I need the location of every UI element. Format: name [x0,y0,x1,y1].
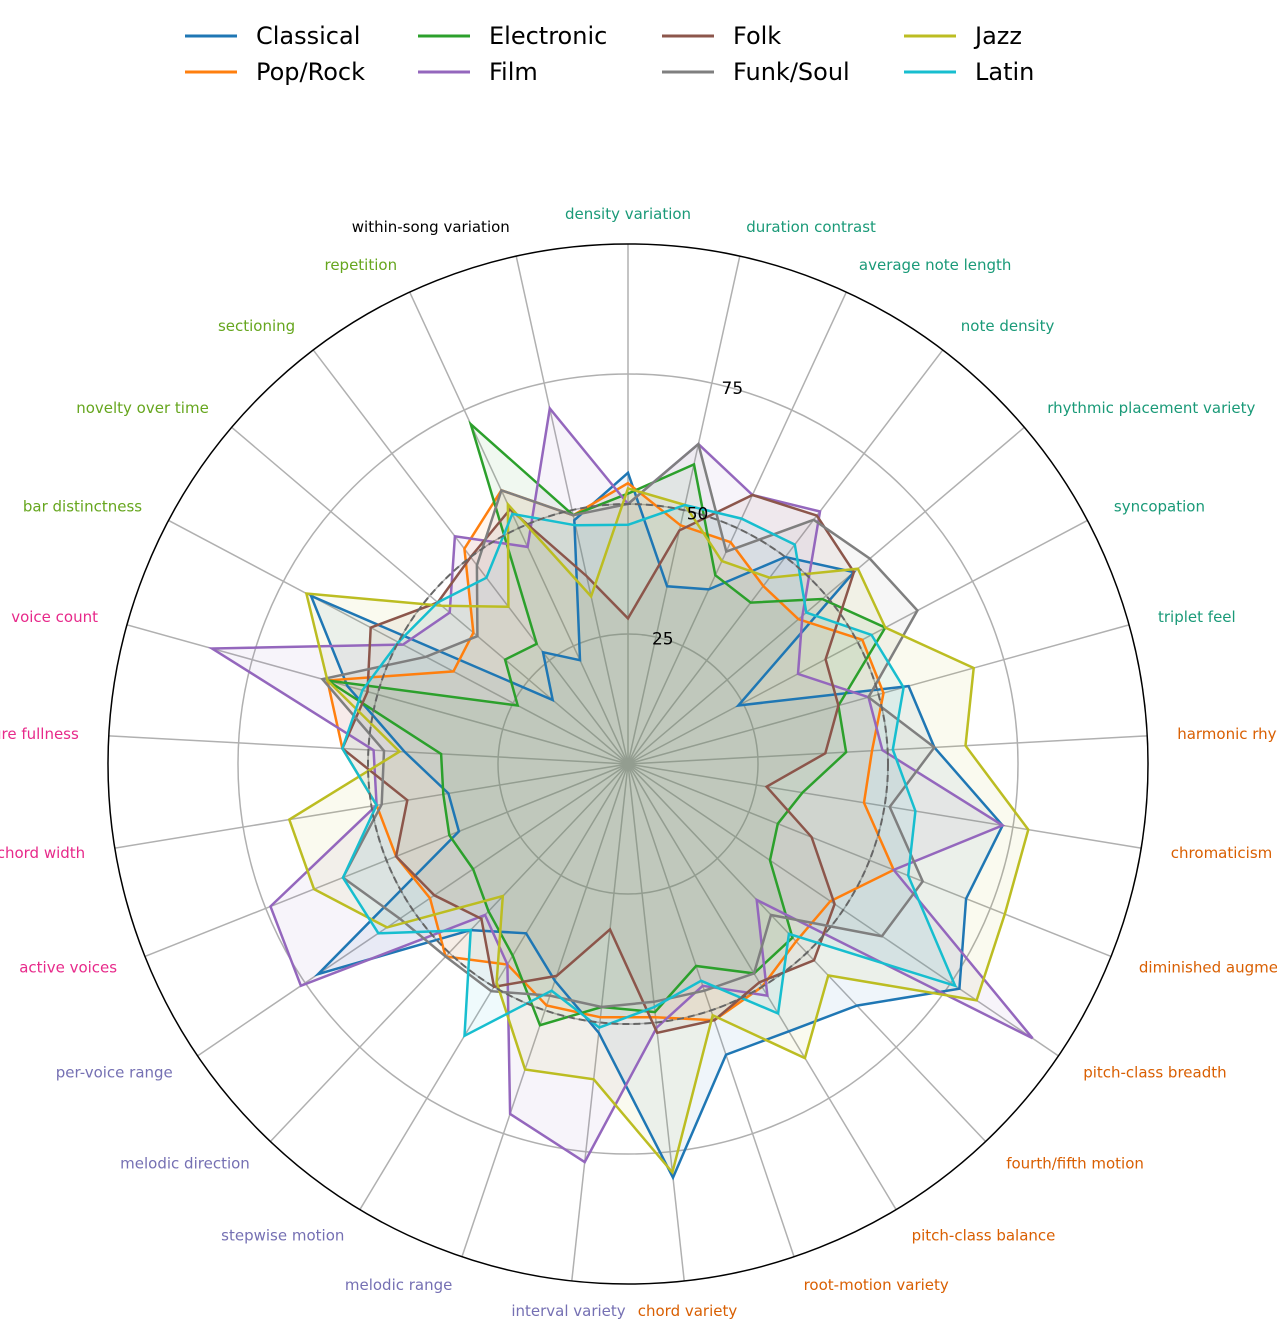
axis-label-rhythmic-placement-variety: rhythmic placement variety [1047,399,1255,417]
grid-spoke [627,763,1142,849]
series-line-film [207,405,1034,1164]
series-line-electronic [326,420,888,1027]
grid-spoke [627,426,1025,765]
axis-label-voice-count: voice count [11,608,98,626]
legend-label-latin: Latin [975,58,1034,86]
series-line-jazz [287,486,1030,1176]
axis-label-syncopation: syncopation [1114,497,1205,515]
legend-label-funk-soul: Funk/Soul [733,58,850,86]
axis-label-duration-contrast: duration contrast [746,218,876,236]
axis-label-diminished-augmented-colour: diminished augmented colour [1139,959,1277,977]
axis-label-stepwise-motion: stepwise motion [221,1226,344,1244]
grid-spoke [627,519,1088,765]
series-fill-electronic [327,424,886,1026]
reference-ring [367,503,889,1025]
axis-label-bar-distinctness: bar distinctness [23,497,142,515]
grid-spoke [571,763,629,1282]
axis-labels: 25 50 75 density variation duration contrast… [0,205,1277,1320]
axis-label-chord-variety: chord variety [638,1302,738,1320]
axis-label-per-voice-range: per-voice range [56,1064,173,1082]
grid-spoke [231,426,629,765]
axis-label-repetition: repetition [324,256,397,274]
axis-label-average-note-length: average note length [859,256,1012,274]
legend-label-electronic: Electronic [489,22,607,50]
axis-label-chord-width: chord width [0,844,85,862]
legend-label-film: Film [489,58,538,86]
axis-label-within-song-variation: within-song variation [352,218,510,236]
series-fill-pop-rock [327,483,894,1021]
axis-label-sectioning: sectioning [218,317,295,335]
axis-label-interval-variety: interval variety [511,1302,625,1320]
series-line-classical [308,470,1005,1181]
axis-label-triplet-feel: triplet feel [1158,608,1236,626]
outer-frame [107,243,1149,1285]
axis-label-melodic-range: melodic range [345,1276,453,1294]
grid-spoke [461,763,629,1258]
grid-spoke [627,763,1112,958]
axis-label-root-motion-variety: root-motion variety [804,1276,949,1294]
series-fill-folk [342,495,854,1033]
legend-label-classical: Classical [256,22,360,50]
radial-tick-label: 25 [652,630,674,650]
axis-label-pitch-class-breadth: pitch-class breadth [1083,1064,1226,1082]
axis-label-chromaticism: chromaticism [1171,844,1272,862]
axis-label-texture-fullness: texture fullness [0,725,79,743]
legend-label-folk: Folk [733,22,781,50]
radial-tick-label: 50 [687,504,709,524]
series-line-latin [341,503,958,1038]
chart-legend: Classical Pop/Rock Electronic Film Folk Funk/… [185,22,1034,86]
series-fill-funk-soul [322,444,935,1008]
axis-label-note-density: note density [961,317,1055,335]
radial-tick-label: 75 [722,379,744,399]
series-fill-classical [311,472,1003,1178]
axis-label-active-voices: active voices [19,959,117,977]
axis-label-novelty-over-time: novelty over time [76,399,209,417]
axis-label-density-variation: density variation [565,205,691,223]
series-layer [207,405,1034,1181]
legend-label-jazz: Jazz [973,22,1022,50]
series-line-funk-soul [320,441,937,1009]
series-fill-film [212,408,1033,1163]
axis-label-fourth-fifth-motion: fourth/fifth motion [1006,1154,1144,1172]
axis-label-melodic-direction: melodic direction [120,1154,250,1172]
series-fill-jazz [289,488,1029,1173]
axis-label-pitch-class-balance: pitch-class balance [912,1226,1056,1244]
axis-label-harmonic-rhythm: harmonic rhythm [1177,725,1277,743]
legend-label-pop-rock: Pop/Rock [256,58,365,86]
series-line-folk [340,493,856,1035]
